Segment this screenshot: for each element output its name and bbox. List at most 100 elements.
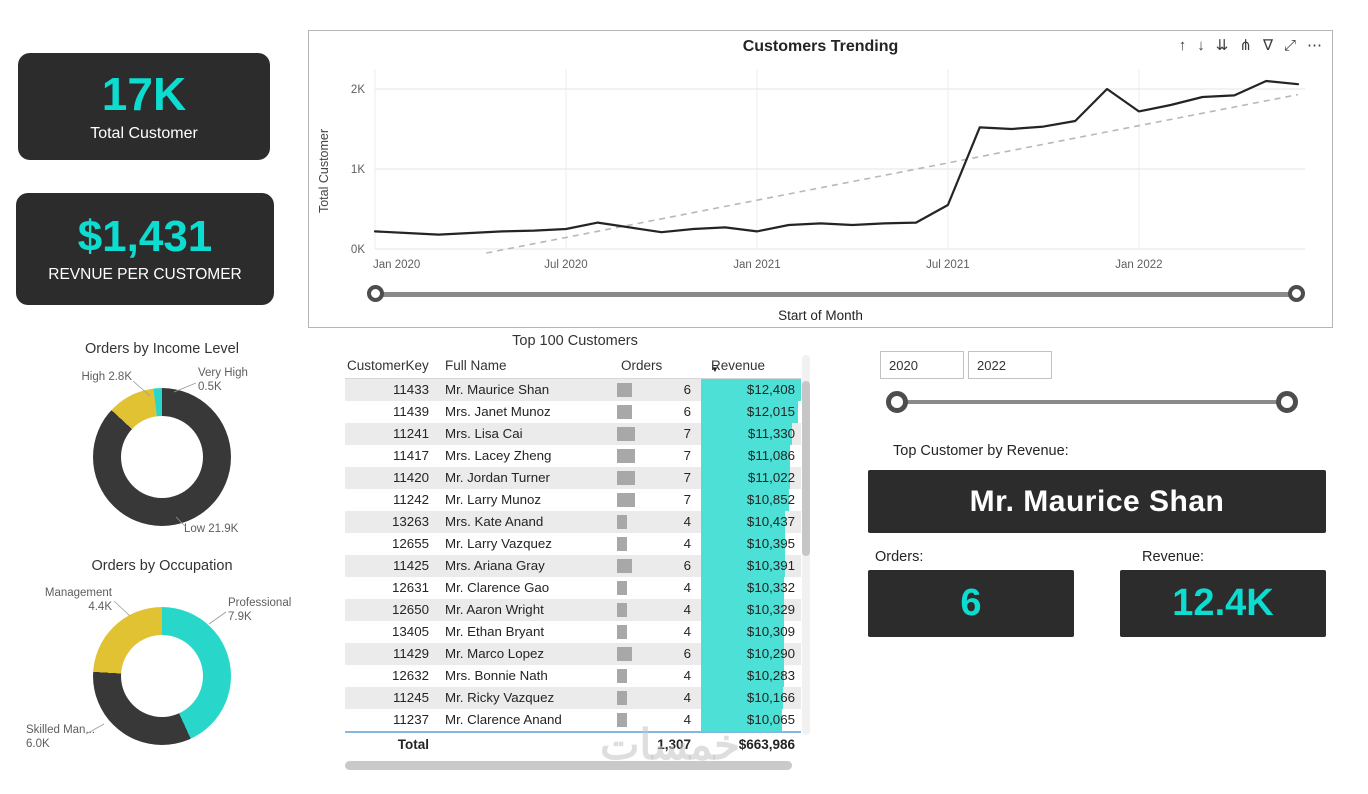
income-donut-chart[interactable] (93, 388, 231, 526)
year-slider-right-handle[interactable] (1276, 391, 1298, 413)
cell-customer-key: 11433 (393, 382, 429, 397)
table-row[interactable]: 11241 Mrs. Lisa Cai 7 $11,330 (345, 423, 801, 445)
revenue-value: $10,852 (746, 492, 795, 507)
occupation-donut-title: Orders by Occupation (91, 558, 233, 574)
filter-icon[interactable]: ∇ (1262, 37, 1273, 54)
focus-mode-icon[interactable]: ⤢ (1283, 37, 1296, 54)
table-row[interactable]: 11420 Mr. Jordan Turner 7 $11,022 (345, 467, 801, 489)
table-row[interactable]: 13263 Mrs. Kate Anand 4 $10,437 (345, 511, 801, 533)
revenue-value: $11,022 (747, 470, 795, 485)
month-slider-track[interactable] (376, 292, 1297, 297)
month-slider-right-handle[interactable] (1288, 285, 1305, 302)
cell-full-name: Mr. Maurice Shan (445, 382, 550, 397)
year-from-input[interactable] (880, 351, 964, 379)
col-header-orders[interactable]: Orders (621, 358, 663, 373)
cell-revenue: $11,022 (701, 467, 801, 489)
year-slider-track[interactable] (898, 400, 1290, 404)
cell-full-name: Mr. Marco Lopez (445, 646, 545, 661)
orders-data-bar (617, 559, 632, 573)
occupation-donut-chart[interactable] (93, 607, 231, 745)
cell-full-name: Mr. Aaron Wright (445, 602, 544, 617)
cell-orders: 7 (613, 445, 701, 467)
cell-orders: 4 (613, 621, 701, 643)
table-row[interactable]: 11439 Mrs. Janet Munoz 6 $12,015 (345, 401, 801, 423)
revenue-value: $12,408 (746, 382, 795, 397)
revenue-per-customer-card[interactable]: $1,431 REVNUE PER CUSTOMER (16, 193, 274, 305)
year-to-input[interactable] (968, 351, 1052, 379)
total-customers-card[interactable]: 17K Total Customer (18, 53, 270, 160)
col-header-fullname[interactable]: Full Name (445, 358, 507, 373)
orders-data-bar (617, 647, 632, 661)
cell-customer-key: 13405 (392, 624, 429, 639)
orders-data-bar (617, 493, 635, 507)
drill-up-icon[interactable]: ↑ (1178, 37, 1187, 54)
orders-kpi-card[interactable]: 6 (868, 570, 1074, 637)
cell-revenue: $11,086 (701, 445, 801, 467)
revenue-data-bar (701, 379, 801, 401)
table-row[interactable]: 13405 Mr. Ethan Bryant 4 $10,309 (345, 621, 801, 643)
revenue-value: $11,086 (747, 448, 795, 463)
month-slider-left-handle[interactable] (367, 285, 384, 302)
table-row[interactable]: 12631 Mr. Clarence Gao 4 $10,332 (345, 577, 801, 599)
table-row[interactable]: 11425 Mrs. Ariana Gray 6 $10,391 (345, 555, 801, 577)
donut-hole (121, 416, 203, 498)
top-customer-card[interactable]: Mr. Maurice Shan (868, 470, 1326, 533)
table-row[interactable]: 12655 Mr. Larry Vazquez 4 $10,395 (345, 533, 801, 555)
chart-title: Customers Trending (742, 38, 899, 55)
cell-full-name: Mrs. Janet Munoz (445, 404, 551, 419)
total-customers-value: 17K (101, 68, 187, 121)
customers-trending-line-chart[interactable]: 0K 1K 2K Jan 2020 Jul 2020 Jan 2021 Jul 2021 Ja… (309, 55, 1332, 291)
svg-text:Jan 2020: Jan 2020 (373, 259, 420, 271)
table-total-row: Total 1,307 $663,986 (345, 731, 801, 757)
drill-mode-icon[interactable]: ⋔ (1239, 37, 1252, 54)
cell-orders: 4 (613, 687, 701, 709)
table-header[interactable]: CustomerKey Full Name Orders Revenue ▼ (345, 355, 801, 379)
cell-orders: 6 (613, 379, 701, 401)
cell-full-name: Mr. Larry Vazquez (445, 536, 552, 551)
drill-down-icon[interactable]: ↓ (1197, 37, 1205, 54)
cell-full-name: Mr. Clarence Anand (445, 712, 562, 727)
orders-data-bar (617, 405, 632, 419)
cell-revenue: $10,166 (701, 687, 801, 709)
revenue-data-bar (701, 643, 784, 665)
scrollbar-thumb[interactable] (802, 381, 810, 556)
table-row[interactable]: 11242 Mr. Larry Munoz 7 $10,852 (345, 489, 801, 511)
table-title: Top 100 Customers (512, 333, 638, 349)
revenue-per-customer-value: $1,431 (77, 211, 213, 261)
cell-orders: 4 (613, 577, 701, 599)
table-row[interactable]: 11245 Mr. Ricky Vazquez 4 $10,166 (345, 687, 801, 709)
revenue-data-bar (701, 709, 783, 731)
cell-revenue: $10,437 (701, 511, 801, 533)
cell-full-name: Mrs. Kate Anand (445, 514, 544, 529)
revenue-per-customer-label: REVNUE PER CUSTOMER (48, 266, 242, 284)
revenue-kpi-card[interactable]: 12.4K (1120, 570, 1326, 637)
table-horizontal-scrollbar[interactable] (345, 761, 792, 770)
col-header-customerkey[interactable]: CustomerKey (347, 358, 429, 373)
revenue-value: $10,437 (746, 514, 795, 529)
cell-orders: 4 (613, 709, 701, 731)
table-row[interactable]: 11429 Mr. Marco Lopez 6 $10,290 (345, 643, 801, 665)
cell-revenue: $12,015 (701, 401, 801, 423)
cell-customer-key: 11245 (393, 690, 429, 705)
more-options-icon[interactable]: ⋯ (1307, 37, 1322, 54)
revenue-value: $10,166 (746, 690, 795, 705)
revenue-value: $10,391 (746, 558, 795, 573)
revenue-value: $11,330 (747, 426, 795, 441)
table-row[interactable]: 12650 Mr. Aaron Wright 4 $10,329 (345, 599, 801, 621)
cell-orders: 7 (613, 467, 701, 489)
revenue-data-bar (701, 665, 784, 687)
svg-text:Jul 2021: Jul 2021 (926, 259, 969, 271)
table-vertical-scrollbar[interactable] (802, 355, 810, 735)
table-row[interactable]: 11237 Mr. Clarence Anand 4 $10,065 (345, 709, 801, 731)
expand-all-icon[interactable]: ⇊ (1215, 37, 1229, 54)
table-row[interactable]: 12632 Mrs. Bonnie Nath 4 $10,283 (345, 665, 801, 687)
revenue-data-bar (701, 511, 786, 533)
cell-orders: 4 (613, 533, 701, 555)
table-row[interactable]: 11433 Mr. Maurice Shan 6 $12,408 (345, 379, 801, 401)
col-header-revenue[interactable]: Revenue ▼ (701, 355, 801, 378)
orders-data-bar (617, 713, 627, 727)
year-slider-left-handle[interactable] (886, 391, 908, 413)
revenue-caption: Revenue: (1142, 549, 1205, 565)
table-row[interactable]: 11417 Mrs. Lacey Zheng 7 $11,086 (345, 445, 801, 467)
top-customer-label: Top Customer by Revenue: (893, 443, 1069, 459)
